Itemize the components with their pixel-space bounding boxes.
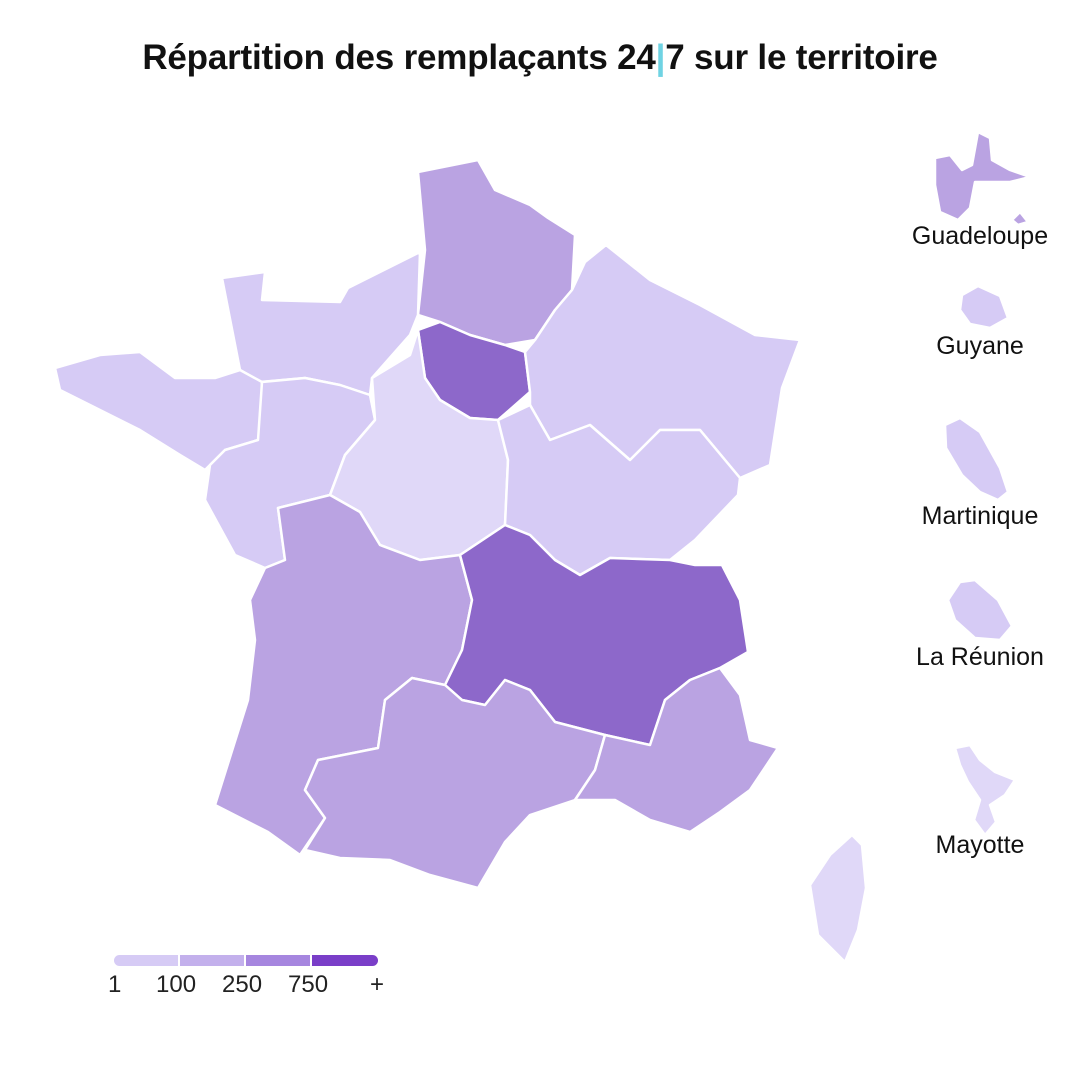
region-provence-alpes-cote-dazur[interactable]: [573, 666, 780, 834]
la-reunion-shape[interactable]: [946, 578, 1014, 642]
region-corse[interactable]: [808, 833, 868, 964]
legend-swatch-3: [246, 955, 310, 966]
legend-label-250: 250: [222, 971, 263, 998]
label-guyane: Guyane: [936, 332, 1024, 360]
guyane-shape[interactable]: [958, 284, 1010, 330]
label-guadeloupe: Guadeloupe: [911, 222, 1049, 250]
legend-swatch-4: [312, 955, 378, 966]
guadeloupe-shape[interactable]: [933, 130, 1032, 227]
legend-label-1: 1: [108, 971, 122, 998]
label-mayotte: Mayotte: [935, 831, 1025, 859]
legend-label-plus: +: [370, 971, 385, 998]
label-martinique: Martinique: [921, 502, 1039, 530]
mayotte-shape[interactable]: [953, 743, 1017, 837]
martinique-shape[interactable]: [943, 416, 1010, 502]
legend-label-750: 750: [288, 971, 329, 998]
legend-label-100: 100: [156, 971, 197, 998]
legend-swatch-1: [114, 955, 178, 966]
color-legend: 1 100 250 750 +: [106, 955, 396, 1005]
legend-swatch-2: [180, 955, 244, 966]
page-title: Répartition des remplaçants 24|7 sur le …: [142, 38, 938, 77]
label-la-reunion: La Réunion: [916, 643, 1044, 671]
